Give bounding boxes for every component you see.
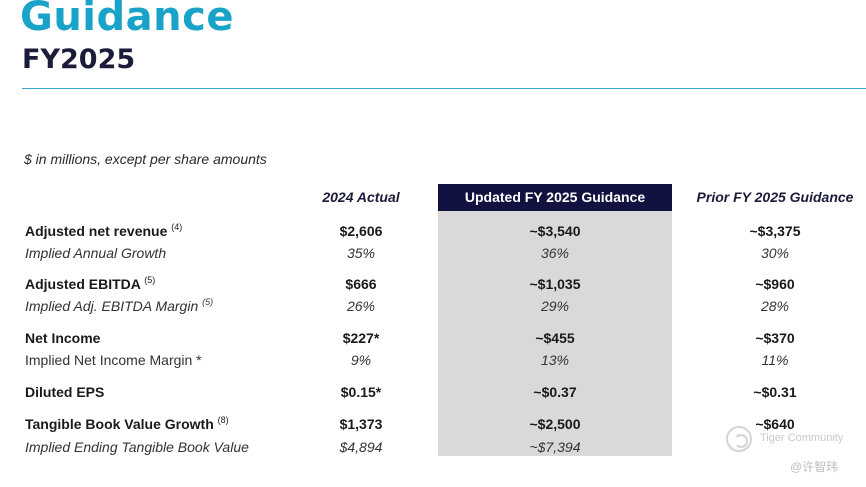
- row-label: Net Income: [25, 330, 101, 346]
- cell-prior: ~$960: [755, 276, 795, 292]
- tiger-logo-icon: [726, 426, 752, 452]
- cell-prior: 30%: [760, 245, 790, 261]
- units-note: $ in millions, except per share amounts: [24, 151, 267, 167]
- updated-guidance-column-background: [438, 211, 672, 456]
- row-label: Adjusted net revenue (4): [25, 222, 183, 240]
- cell-actual: 9%: [350, 352, 372, 368]
- cell-prior: ~$370: [755, 330, 795, 346]
- row-label: Implied Annual Growth: [25, 245, 167, 261]
- table-row: Adjusted net revenue (4) $2,606 ~$3,540 …: [0, 221, 866, 241]
- table-row: Diluted EPS $0.15* ~$0.37 ~$0.31: [0, 382, 866, 402]
- header-divider: [22, 88, 866, 89]
- watermark-handle: @许智玮: [790, 460, 839, 474]
- cell-updated: 36%: [540, 245, 570, 261]
- cell-actual: $2,606: [339, 223, 383, 239]
- cell-updated: ~$3,540: [529, 223, 581, 239]
- cell-updated: ~$7,394: [529, 439, 581, 455]
- table-row: Implied Annual Growth 35% 36% 30%: [0, 243, 866, 263]
- cell-actual: 26%: [346, 298, 376, 314]
- row-label: Diluted EPS: [25, 384, 105, 400]
- cell-updated: ~$0.37: [533, 384, 577, 400]
- cell-updated: ~$1,035: [529, 276, 581, 292]
- table-row: Net Income $227* ~$455 ~$370: [0, 328, 866, 348]
- cell-prior: ~$0.31: [753, 384, 797, 400]
- cell-prior: ~$3,375: [749, 223, 801, 239]
- page-title: Guidance: [20, 0, 234, 40]
- cell-updated: ~$455: [535, 330, 575, 346]
- cell-actual: $1,373: [339, 416, 383, 432]
- cell-actual: $666: [345, 276, 377, 292]
- watermark-brand: Tiger Community: [760, 432, 844, 444]
- table-row: Adjusted EBITDA (5) $666 ~$1,035 ~$960: [0, 274, 866, 294]
- cell-actual: $0.15*: [340, 384, 382, 400]
- table-row: Implied Net Income Margin * 9% 13% 11%: [0, 350, 866, 370]
- row-label: Implied Adj. EBITDA Margin (5): [25, 297, 214, 315]
- watermark: Tiger Community: [726, 424, 866, 458]
- row-label: Adjusted EBITDA (5): [25, 275, 156, 293]
- cell-prior: 28%: [760, 298, 790, 314]
- column-header-prior-guidance: Prior FY 2025 Guidance: [696, 189, 854, 205]
- table-row: Implied Adj. EBITDA Margin (5) 26% 29% 2…: [0, 296, 866, 316]
- cell-actual: 35%: [346, 245, 376, 261]
- row-label: Tangible Book Value Growth (8): [25, 415, 229, 433]
- page-subtitle: FY2025: [22, 44, 136, 75]
- cell-prior: 11%: [761, 352, 789, 368]
- cell-updated: 29%: [540, 298, 570, 314]
- column-header-2024-actual: 2024 Actual: [322, 189, 400, 205]
- cell-actual: $4,894: [339, 439, 383, 455]
- table-row: Tangible Book Value Growth (8) $1,373 ~$…: [0, 414, 866, 434]
- cell-updated: ~$2,500: [529, 416, 581, 432]
- cell-updated: 13%: [540, 352, 570, 368]
- column-header-updated-guidance: Updated FY 2025 Guidance: [438, 184, 672, 211]
- table-row: Implied Ending Tangible Book Value $4,89…: [0, 437, 866, 457]
- row-label: Implied Net Income Margin *: [25, 352, 202, 368]
- cell-prior: ~$640: [755, 416, 795, 432]
- row-label: Implied Ending Tangible Book Value: [25, 439, 249, 455]
- cell-actual: $227*: [342, 330, 380, 346]
